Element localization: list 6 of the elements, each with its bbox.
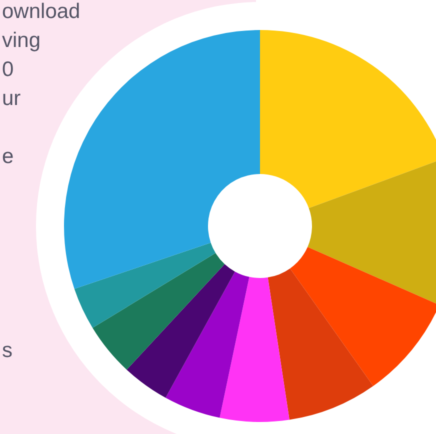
text: 0	[2, 58, 14, 81]
text: s	[2, 339, 12, 362]
text: e	[2, 145, 14, 168]
text: ur	[2, 87, 21, 110]
text: ving	[2, 29, 41, 52]
text: ownload	[2, 0, 80, 23]
